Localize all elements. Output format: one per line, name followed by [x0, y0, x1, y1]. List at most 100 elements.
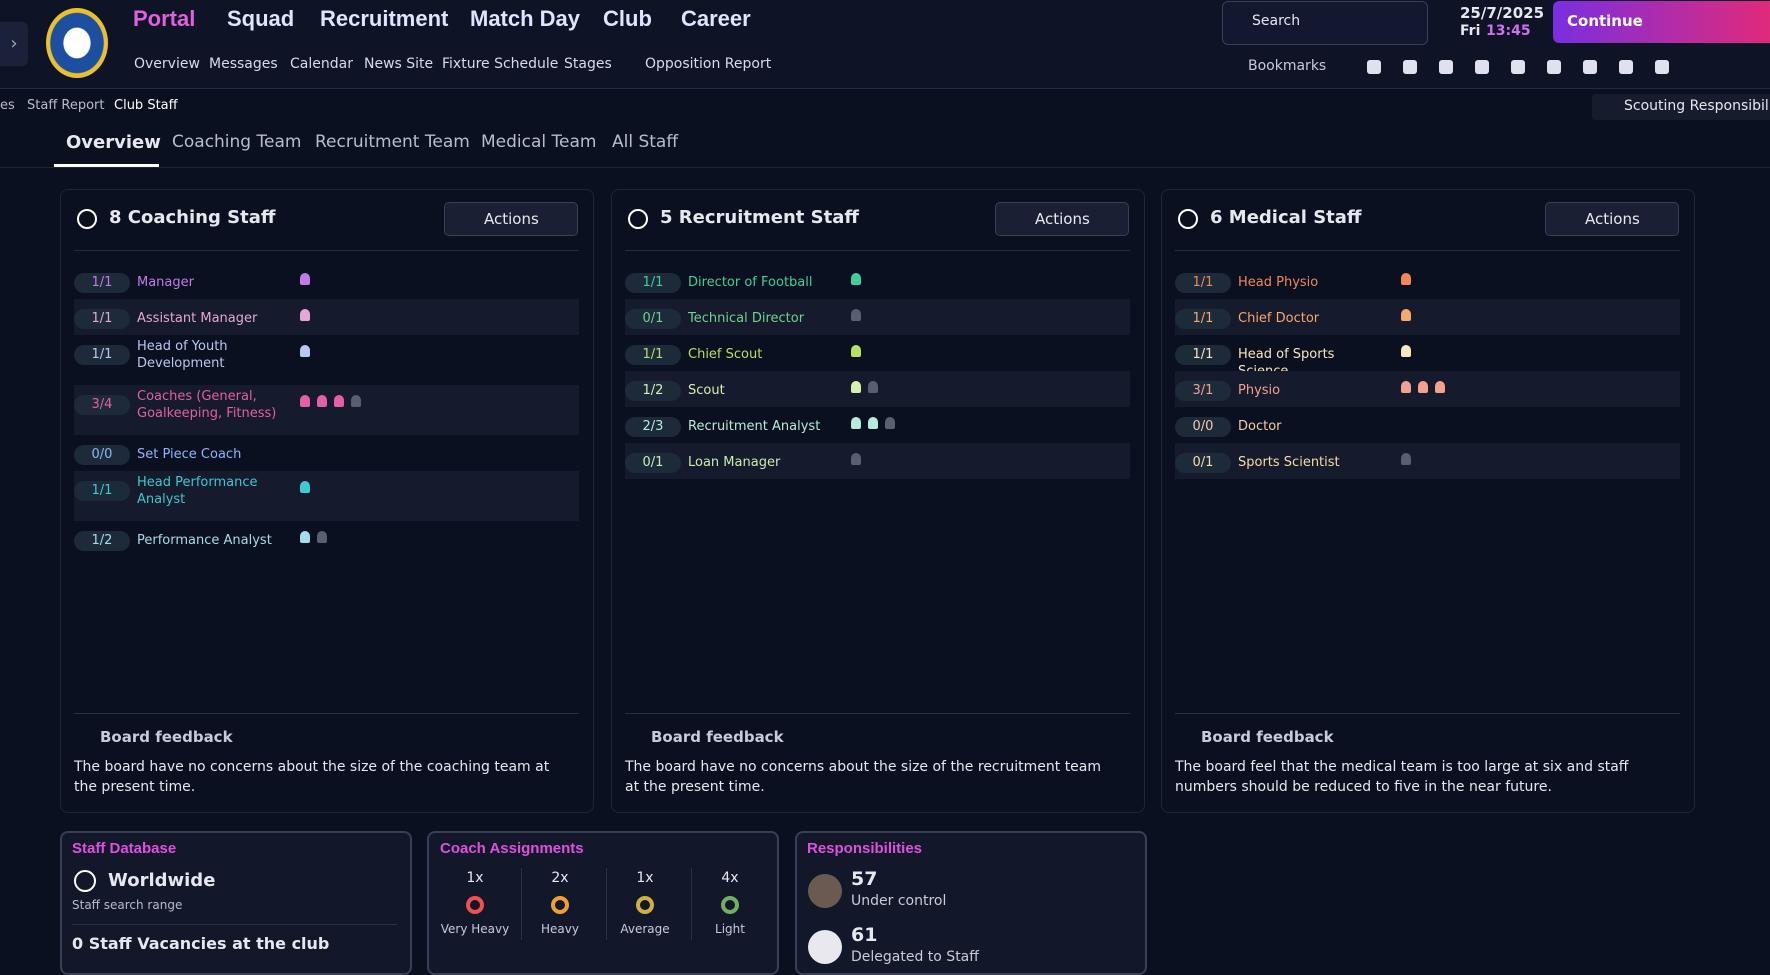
vacant-icon: [885, 417, 895, 429]
continue-text[interactable]: Continue: [1567, 12, 1643, 30]
staff-panel: [1161, 189, 1695, 813]
role-count: 2/3: [625, 417, 681, 437]
assign-count: 1x: [636, 870, 654, 886]
toolbar-icon[interactable]: [1655, 60, 1669, 74]
sub-menu[interactable]: Stages: [564, 56, 612, 72]
vacant-icon: [868, 381, 878, 393]
toolbar-icon[interactable]: [1439, 60, 1453, 74]
sub-menu[interactable]: Opposition Report: [645, 56, 772, 72]
role-name[interactable]: Scout: [688, 383, 725, 398]
role-row-bg: [625, 443, 1130, 479]
toolbar-icon[interactable]: [1475, 60, 1489, 74]
sub-menu[interactable]: Messages: [209, 56, 278, 72]
toolbar-icon[interactable]: [1619, 60, 1633, 74]
role-name[interactable]: Coaches (General, Goalkeeping, Fitness): [137, 389, 277, 421]
role-name[interactable]: Assistant Manager: [137, 311, 258, 326]
staff-icon: [334, 395, 344, 407]
role-count: 1/1: [74, 273, 130, 293]
continue-btn[interactable]: [1553, 1, 1770, 43]
main-menu[interactable]: Recruitment: [320, 6, 449, 31]
info-card: [60, 831, 412, 975]
toolbar-icon[interactable]: [1547, 60, 1561, 74]
panel-title: 6 Medical Staff: [1210, 207, 1362, 228]
feedback-title: Board feedback: [651, 728, 784, 746]
feedback-divider: [625, 713, 1130, 714]
staff-icon: [851, 417, 861, 429]
resp-avatar: [808, 874, 842, 908]
card-title: Coach Assignments: [440, 840, 584, 857]
staff-icon: [851, 345, 861, 357]
sub-menu[interactable]: Overview: [134, 56, 200, 72]
role-name[interactable]: Recruitment Analyst: [688, 419, 821, 434]
scouting-btn[interactable]: [1592, 94, 1770, 120]
feedback-text: The board feel that the medical team is …: [1175, 759, 1629, 795]
tab[interactable]: Coaching Team: [172, 132, 302, 152]
role-name[interactable]: Loan Manager: [688, 455, 781, 470]
main-menu[interactable]: Club: [603, 6, 652, 31]
main-menu[interactable]: Portal: [133, 6, 196, 31]
search-box[interactable]: [1222, 1, 1428, 45]
actions-text[interactable]: Actions: [484, 210, 539, 228]
actions-btn[interactable]: [995, 202, 1129, 236]
panel-title: 5 Recruitment Staff: [660, 207, 859, 228]
role-name[interactable]: Chief Doctor: [1238, 311, 1320, 326]
role-name[interactable]: Chief Scout: [688, 347, 763, 362]
feedback-divider: [74, 713, 579, 714]
role-name[interactable]: Technical Director: [688, 311, 805, 326]
role-count: 3/4: [74, 395, 130, 415]
tab[interactable]: All Staff: [612, 132, 679, 152]
feedback-title: Board feedback: [1201, 728, 1334, 746]
role-count: 1/1: [1175, 345, 1231, 365]
sub-menu[interactable]: Calendar: [290, 56, 353, 72]
role-name[interactable]: Doctor: [1238, 419, 1282, 434]
role-count: 1/2: [74, 531, 130, 551]
main-menu[interactable]: Match Day: [470, 6, 581, 31]
main-menu[interactable]: Squad: [227, 6, 295, 31]
vacant-icon: [851, 309, 861, 321]
tab[interactable]: Medical Team: [481, 132, 597, 152]
staff-icon: [300, 345, 310, 357]
breadcrumb[interactable]: Staff Report: [27, 98, 105, 113]
staff-icon: [851, 273, 861, 285]
tab[interactable]: Overview: [66, 132, 161, 153]
feedback-text: The board have no concerns about the siz…: [625, 759, 1102, 795]
search-text[interactable]: Search: [1252, 13, 1301, 29]
club-badge: [46, 8, 108, 78]
role-row-bg: [74, 471, 579, 521]
sub-menu[interactable]: News Site: [364, 56, 434, 72]
sidebar-toggle[interactable]: ›: [0, 22, 28, 66]
role-name[interactable]: Director of Football: [688, 275, 813, 290]
info-card: [795, 831, 1147, 975]
sub-menu[interactable]: Fixture Schedule: [442, 56, 559, 72]
role-row-bg: [74, 299, 579, 335]
actions-text[interactable]: Actions: [1585, 210, 1640, 228]
role-name[interactable]: Performance Analyst: [137, 533, 272, 548]
staff-icon: [300, 273, 310, 285]
actions-btn[interactable]: [1545, 202, 1679, 236]
role-name[interactable]: Head of Youth Development: [137, 339, 228, 371]
role-name[interactable]: Physio: [1238, 383, 1281, 398]
role-name[interactable]: Set Piece Coach: [137, 447, 242, 462]
actions-text[interactable]: Actions: [1035, 210, 1090, 228]
main-menu[interactable]: Career: [681, 6, 751, 31]
actions-btn[interactable]: [444, 202, 578, 236]
role-name[interactable]: Manager: [137, 275, 194, 290]
toolbar-icon[interactable]: [1367, 60, 1381, 74]
search-range-label: Staff search range: [72, 898, 183, 912]
role-name[interactable]: Head Physio: [1238, 275, 1319, 290]
feedback-title: Board feedback: [100, 728, 233, 746]
role-name[interactable]: Head Performance Analyst: [137, 475, 258, 507]
tab[interactable]: Recruitment Team: [315, 132, 470, 152]
resp-value: 61: [851, 924, 878, 946]
staff-icon: [1401, 381, 1411, 393]
role-count: 0/1: [625, 309, 681, 329]
bookmarks[interactable]: Bookmarks: [1248, 58, 1327, 74]
vacant-icon: [317, 531, 327, 543]
toolbar-icon[interactable]: [1403, 60, 1417, 74]
staff-icon: [1401, 345, 1411, 357]
toolbar-icon[interactable]: [1583, 60, 1597, 74]
role-name[interactable]: Sports Scientist: [1238, 455, 1340, 470]
breadcrumb[interactable]: es: [0, 98, 15, 113]
toolbar-icon[interactable]: [1511, 60, 1525, 74]
scouting-text[interactable]: Scouting Responsibilit: [1624, 98, 1770, 114]
